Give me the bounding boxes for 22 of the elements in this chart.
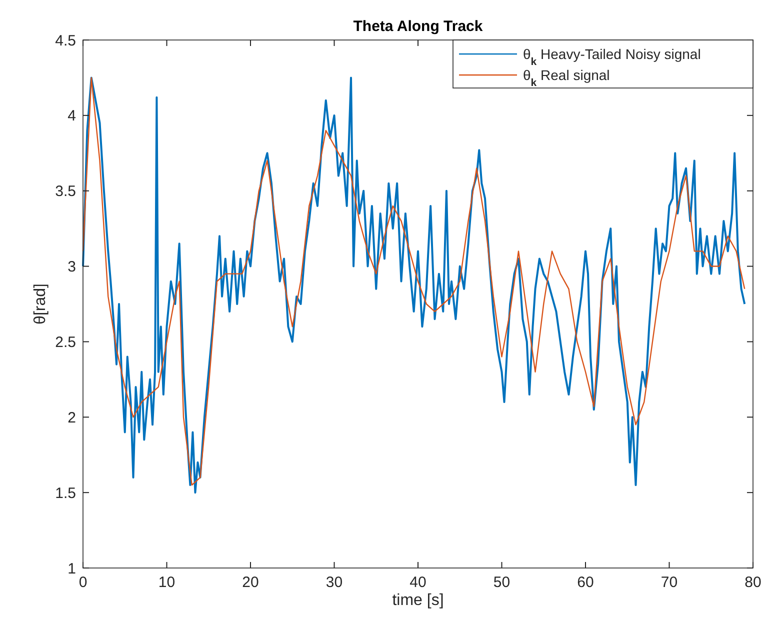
legend-label: θ$_{k}$ Heavy-Tailed Noisy signal: [523, 46, 701, 68]
y-tick-label: 1.5: [55, 484, 76, 502]
x-tick-label: 50: [493, 574, 510, 591]
y-tick-label: 3: [68, 258, 76, 276]
y-tick-label: 1: [68, 560, 76, 578]
y-tick-label: 2.5: [55, 334, 76, 351]
y-axis-title: θ[rad]: [32, 284, 49, 324]
x-tick-label: 40: [410, 574, 426, 591]
legend-label: θ$_{k}$ Real signal: [523, 66, 610, 89]
y-tick-label: 4.5: [55, 32, 76, 50]
x-tick-label: 20: [242, 574, 259, 591]
x-tick-label: 70: [660, 574, 678, 591]
x-tick-label: 80: [744, 574, 762, 591]
x-tick-label: 60: [577, 574, 594, 591]
chart-title: Theta Along Track: [353, 18, 484, 35]
x-tick-label: 30: [326, 574, 343, 591]
y-tick-label: 3.5: [55, 183, 76, 200]
y-tick-label: 2: [68, 409, 76, 426]
x-axis-title: time [s]: [392, 592, 444, 609]
y-tick-label: 4: [68, 108, 76, 125]
x-tick-label: 0: [78, 574, 88, 591]
x-tick-label: 10: [158, 574, 176, 591]
